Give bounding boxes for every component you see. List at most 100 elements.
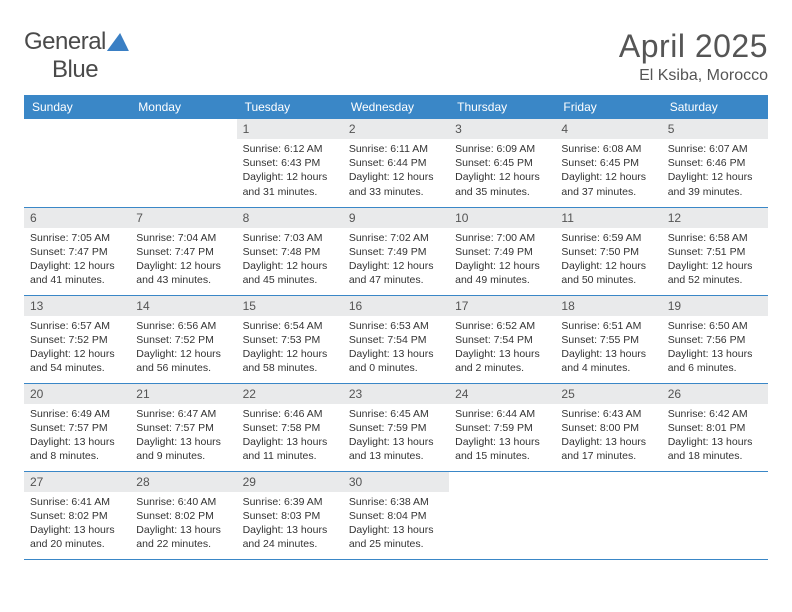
day-line-d2: and 11 minutes. <box>243 449 337 463</box>
day-line-sr: Sunrise: 6:42 AM <box>668 407 762 421</box>
day-line-d1: Daylight: 13 hours <box>561 435 655 449</box>
calendar-week-row: 1Sunrise: 6:12 AMSunset: 6:43 PMDaylight… <box>24 119 768 207</box>
day-line-ss: Sunset: 7:50 PM <box>561 245 655 259</box>
day-line-d1: Daylight: 13 hours <box>349 347 443 361</box>
calendar-table: SundayMondayTuesdayWednesdayThursdayFrid… <box>24 95 768 560</box>
day-line-d2: and 37 minutes. <box>561 185 655 199</box>
day-line-ss: Sunset: 7:49 PM <box>349 245 443 259</box>
day-line-ss: Sunset: 6:43 PM <box>243 156 337 170</box>
day-body: Sunrise: 7:00 AMSunset: 7:49 PMDaylight:… <box>449 228 555 294</box>
day-cell: 27Sunrise: 6:41 AMSunset: 8:02 PMDayligh… <box>24 471 130 559</box>
day-line-d2: and 0 minutes. <box>349 361 443 375</box>
day-body: Sunrise: 6:07 AMSunset: 6:46 PMDaylight:… <box>662 139 768 205</box>
day-line-sr: Sunrise: 6:51 AM <box>561 319 655 333</box>
day-number: 12 <box>662 208 768 228</box>
day-line-ss: Sunset: 7:59 PM <box>455 421 549 435</box>
day-number: 17 <box>449 296 555 316</box>
day-cell: 12Sunrise: 6:58 AMSunset: 7:51 PMDayligh… <box>662 207 768 295</box>
day-line-d1: Daylight: 12 hours <box>243 347 337 361</box>
day-line-d1: Daylight: 13 hours <box>561 347 655 361</box>
day-cell: 30Sunrise: 6:38 AMSunset: 8:04 PMDayligh… <box>343 471 449 559</box>
day-line-sr: Sunrise: 6:45 AM <box>349 407 443 421</box>
day-body: Sunrise: 6:46 AMSunset: 7:58 PMDaylight:… <box>237 404 343 470</box>
day-body: Sunrise: 6:58 AMSunset: 7:51 PMDaylight:… <box>662 228 768 294</box>
day-line-sr: Sunrise: 6:40 AM <box>136 495 230 509</box>
day-line-d1: Daylight: 13 hours <box>349 435 443 449</box>
day-line-ss: Sunset: 8:03 PM <box>243 509 337 523</box>
day-line-d2: and 18 minutes. <box>668 449 762 463</box>
day-line-d1: Daylight: 12 hours <box>349 170 443 184</box>
day-line-sr: Sunrise: 6:12 AM <box>243 142 337 156</box>
day-line-ss: Sunset: 7:53 PM <box>243 333 337 347</box>
day-body: Sunrise: 6:53 AMSunset: 7:54 PMDaylight:… <box>343 316 449 382</box>
day-line-sr: Sunrise: 7:03 AM <box>243 231 337 245</box>
day-line-d2: and 25 minutes. <box>349 537 443 551</box>
day-body: Sunrise: 6:42 AMSunset: 8:01 PMDaylight:… <box>662 404 768 470</box>
day-line-sr: Sunrise: 6:09 AM <box>455 142 549 156</box>
day-cell: 13Sunrise: 6:57 AMSunset: 7:52 PMDayligh… <box>24 295 130 383</box>
day-body: Sunrise: 6:40 AMSunset: 8:02 PMDaylight:… <box>130 492 236 558</box>
day-line-ss: Sunset: 8:02 PM <box>136 509 230 523</box>
day-cell: 1Sunrise: 6:12 AMSunset: 6:43 PMDaylight… <box>237 119 343 207</box>
day-number: 7 <box>130 208 236 228</box>
day-line-d1: Daylight: 12 hours <box>455 170 549 184</box>
day-line-d1: Daylight: 12 hours <box>30 347 124 361</box>
day-line-ss: Sunset: 7:51 PM <box>668 245 762 259</box>
day-line-d2: and 20 minutes. <box>30 537 124 551</box>
day-body: Sunrise: 6:11 AMSunset: 6:44 PMDaylight:… <box>343 139 449 205</box>
day-line-d2: and 50 minutes. <box>561 273 655 287</box>
calendar-week-row: 6Sunrise: 7:05 AMSunset: 7:47 PMDaylight… <box>24 207 768 295</box>
day-line-ss: Sunset: 7:57 PM <box>136 421 230 435</box>
dow-row: SundayMondayTuesdayWednesdayThursdayFrid… <box>24 95 768 119</box>
day-cell: 15 Sunrise: 6:54 AMSunset: 7:53 PMDayligh… <box>237 295 343 383</box>
day-number: 28 <box>130 472 236 492</box>
day-cell: 25Sunrise: 6:43 AMSunset: 8:00 PMDayligh… <box>555 383 661 471</box>
day-cell: 24Sunrise: 6:44 AMSunset: 7:59 PMDayligh… <box>449 383 555 471</box>
day-line-ss: Sunset: 8:01 PM <box>668 421 762 435</box>
logo: General Blue <box>24 28 130 84</box>
day-number: 6 <box>24 208 130 228</box>
dow-cell: Thursday <box>449 95 555 119</box>
day-line-ss: Sunset: 7:52 PM <box>30 333 124 347</box>
page-root: General Blue April 2025 El Ksiba, Morocc… <box>0 0 792 576</box>
day-line-d2: and 43 minutes. <box>136 273 230 287</box>
day-line-d1: Daylight: 13 hours <box>243 435 337 449</box>
day-body: Sunrise: 6:43 AMSunset: 8:00 PMDaylight:… <box>555 404 661 470</box>
day-line-sr: Sunrise: 6:54 AM <box>243 319 337 333</box>
day-line-d2: and 17 minutes. <box>561 449 655 463</box>
day-line-d1: Daylight: 13 hours <box>455 347 549 361</box>
day-body: Sunrise: 6:39 AMSunset: 8:03 PMDaylight:… <box>237 492 343 558</box>
day-number: 15 <box>237 296 343 316</box>
day-line-ss: Sunset: 7:59 PM <box>349 421 443 435</box>
day-number: 3 <box>449 119 555 139</box>
title-month: April 2025 <box>619 28 768 65</box>
day-line-d2: and 49 minutes. <box>455 273 549 287</box>
day-line-d1: Daylight: 12 hours <box>30 259 124 273</box>
day-line-d1: Daylight: 12 hours <box>668 170 762 184</box>
day-line-d1: Daylight: 12 hours <box>243 259 337 273</box>
day-number: 11 <box>555 208 661 228</box>
day-line-ss: Sunset: 6:45 PM <box>561 156 655 170</box>
day-cell: 8Sunrise: 7:03 AMSunset: 7:48 PMDaylight… <box>237 207 343 295</box>
day-body: Sunrise: 6:56 AMSunset: 7:52 PMDaylight:… <box>130 316 236 382</box>
day-line-d1: Daylight: 13 hours <box>455 435 549 449</box>
day-line-d1: Daylight: 13 hours <box>136 435 230 449</box>
day-cell: 26Sunrise: 6:42 AMSunset: 8:01 PMDayligh… <box>662 383 768 471</box>
day-number: 8 <box>237 208 343 228</box>
empty-day-cell <box>449 471 555 559</box>
title-block: April 2025 El Ksiba, Morocco <box>619 28 768 85</box>
day-line-d1: Daylight: 12 hours <box>136 347 230 361</box>
day-body: Sunrise: 6:57 AMSunset: 7:52 PMDaylight:… <box>24 316 130 382</box>
day-line-sr: Sunrise: 6:11 AM <box>349 142 443 156</box>
day-number: 10 <box>449 208 555 228</box>
day-cell: 19Sunrise: 6:50 AMSunset: 7:56 PMDayligh… <box>662 295 768 383</box>
day-body: Sunrise: 7:05 AMSunset: 7:47 PMDaylight:… <box>24 228 130 294</box>
day-cell: 6Sunrise: 7:05 AMSunset: 7:47 PMDaylight… <box>24 207 130 295</box>
day-line-sr: Sunrise: 6:39 AM <box>243 495 337 509</box>
day-line-d2: and 41 minutes. <box>30 273 124 287</box>
day-line-d2: and 13 minutes. <box>349 449 443 463</box>
day-body: Sunrise: 7:04 AMSunset: 7:47 PMDaylight:… <box>130 228 236 294</box>
day-line-ss: Sunset: 8:00 PM <box>561 421 655 435</box>
logo-text: General Blue <box>24 28 130 84</box>
day-line-d2: and 15 minutes. <box>455 449 549 463</box>
